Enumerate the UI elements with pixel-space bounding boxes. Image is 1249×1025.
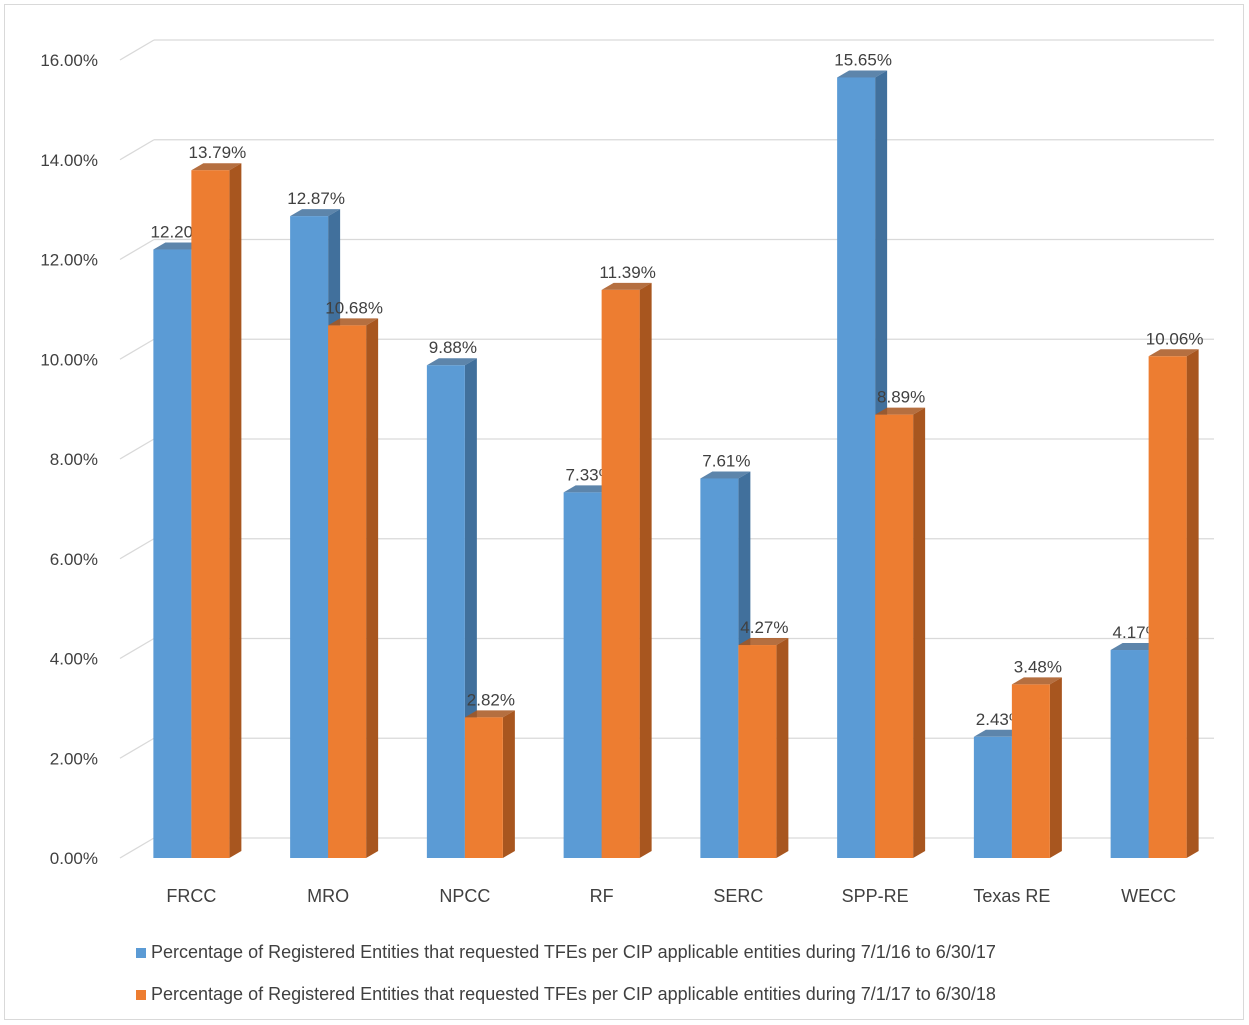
gridline-depth: [119, 637, 155, 660]
y-tick-label: 0.00%: [50, 849, 98, 868]
legend-item-series-1: Percentage of Registered Entities that r…: [136, 942, 996, 963]
data-label: 7.61%: [702, 451, 750, 470]
bar-rf-series-2: [601, 289, 640, 859]
bar-mro-series-2: [328, 325, 367, 859]
bar-texas-re-series-1: [973, 736, 1012, 858]
data-label: 2.82%: [467, 690, 515, 709]
bar-top: [426, 358, 477, 366]
gridline-depth: [119, 538, 155, 560]
y-tick-label: 10.00%: [40, 350, 98, 369]
gridline-depth: [119, 139, 155, 161]
data-label: 11.39%: [599, 263, 655, 282]
bar-serc-series-2: [738, 645, 777, 858]
bar-frcc-series-2: [191, 170, 230, 858]
bar-npcc-series-2: [464, 717, 503, 858]
bar-top: [973, 729, 1024, 737]
bar-side: [366, 318, 379, 859]
y-tick-label: 6.00%: [50, 550, 98, 569]
bar-side: [1049, 677, 1062, 858]
data-label: 4.27%: [740, 618, 788, 637]
legend-item-series-2: Percentage of Registered Entities that r…: [136, 984, 996, 1005]
gridline-depth: [119, 737, 155, 759]
bar-side: [913, 407, 926, 858]
bar-rf-series-1: [563, 492, 602, 858]
legend-swatch-series-2: [136, 989, 146, 1000]
bar-top: [837, 70, 888, 78]
y-tick-label: 12.00%: [40, 251, 98, 270]
data-label: 12.87%: [287, 189, 345, 208]
y-tick-label: 8.00%: [50, 450, 98, 469]
data-label: 15.65%: [834, 50, 892, 69]
bar-texas-re-series-2: [1011, 684, 1050, 858]
gridline-depth: [119, 338, 155, 360]
x-tick-label: FRCC: [166, 886, 216, 906]
bar-spp-re-series-2: [875, 414, 914, 858]
bar-top: [1011, 677, 1062, 685]
bar-serc-series-1: [700, 478, 739, 858]
y-tick-label: 14.00%: [40, 151, 98, 170]
bar-wecc-series-2: [1148, 356, 1187, 858]
bar-top: [328, 318, 379, 326]
gridline-depth: [119, 438, 155, 460]
bar-top: [738, 638, 789, 646]
bar-frcc-series-1: [153, 249, 192, 858]
bar-spp-re-series-1: [837, 77, 876, 859]
gridline-depth: [119, 837, 155, 859]
x-tick-label: NPCC: [439, 886, 490, 906]
data-label: 8.89%: [877, 388, 925, 407]
bar-side: [1186, 349, 1199, 858]
x-tick-label: Texas RE: [973, 886, 1050, 906]
y-tick-label: 4.00%: [50, 650, 98, 669]
data-label: 3.48%: [1014, 657, 1062, 676]
data-label: 10.06%: [1146, 329, 1204, 348]
x-tick-label: RF: [590, 886, 614, 906]
bar-npcc-series-1: [426, 365, 465, 858]
x-tick-label: WECC: [1121, 886, 1176, 906]
bar-side: [776, 638, 789, 858]
bar-top: [563, 485, 614, 493]
data-label: 10.68%: [325, 298, 383, 317]
legend-swatch-series-1: [136, 947, 146, 958]
bar-top: [464, 710, 515, 718]
bar-top: [875, 407, 926, 415]
data-label: 9.88%: [429, 338, 477, 357]
legend-label-series-1: Percentage of Registered Entities that r…: [151, 942, 996, 962]
bar-side: [639, 282, 652, 859]
x-tick-label: MRO: [307, 886, 349, 906]
bar-top: [153, 242, 204, 250]
bar-top: [601, 282, 652, 290]
bar-top: [1110, 643, 1161, 651]
bar-side: [502, 710, 515, 858]
bar-top: [290, 209, 341, 217]
legend-label-series-2: Percentage of Registered Entities that r…: [151, 984, 996, 1004]
x-tick-label: SERC: [713, 886, 763, 906]
data-label: 13.79%: [189, 143, 247, 162]
bar-top: [191, 163, 242, 171]
y-tick-label: 2.00%: [50, 749, 98, 768]
gridline-depth: [119, 238, 155, 261]
x-tick-label: SPP-RE: [842, 886, 909, 906]
bar-mro-series-1: [290, 216, 329, 858]
bar-wecc-series-1: [1110, 650, 1149, 858]
bar-side: [229, 163, 242, 858]
bar-top: [1148, 349, 1199, 357]
gridline-depth: [119, 39, 155, 61]
y-tick-label: 16.00%: [40, 51, 98, 70]
bar-top: [700, 471, 751, 479]
